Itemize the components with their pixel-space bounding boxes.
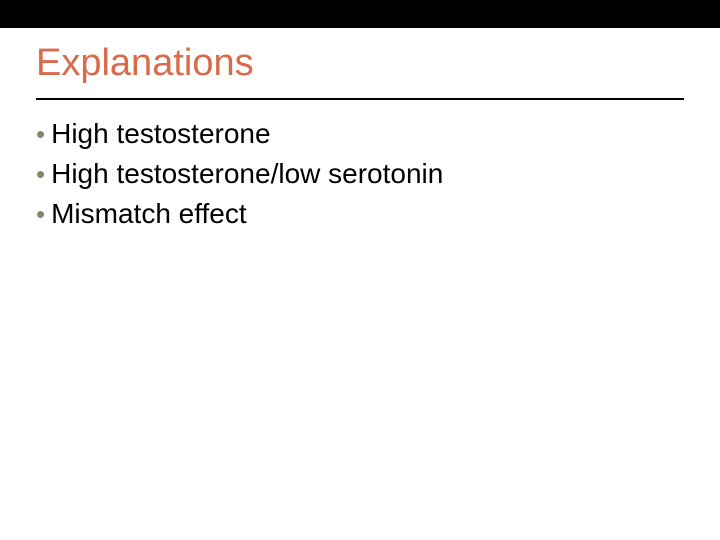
- slide-body: • High testosterone • High testosterone/…: [36, 116, 684, 236]
- slide: Explanations • High testosterone • High …: [0, 0, 720, 540]
- bullet-item: • Mismatch effect: [36, 196, 684, 232]
- bullet-icon: •: [36, 156, 45, 192]
- bullet-item: • High testosterone: [36, 116, 684, 152]
- title-divider: [36, 98, 684, 100]
- bullet-icon: •: [36, 196, 45, 232]
- bullet-item: • High testosterone/low serotonin: [36, 156, 684, 192]
- slide-title: Explanations: [36, 42, 254, 85]
- bullet-text: High testosterone/low serotonin: [51, 156, 443, 192]
- bullet-text: High testosterone: [51, 116, 270, 152]
- bullet-icon: •: [36, 116, 45, 152]
- bullet-text: Mismatch effect: [51, 196, 247, 232]
- top-bar: [0, 0, 720, 28]
